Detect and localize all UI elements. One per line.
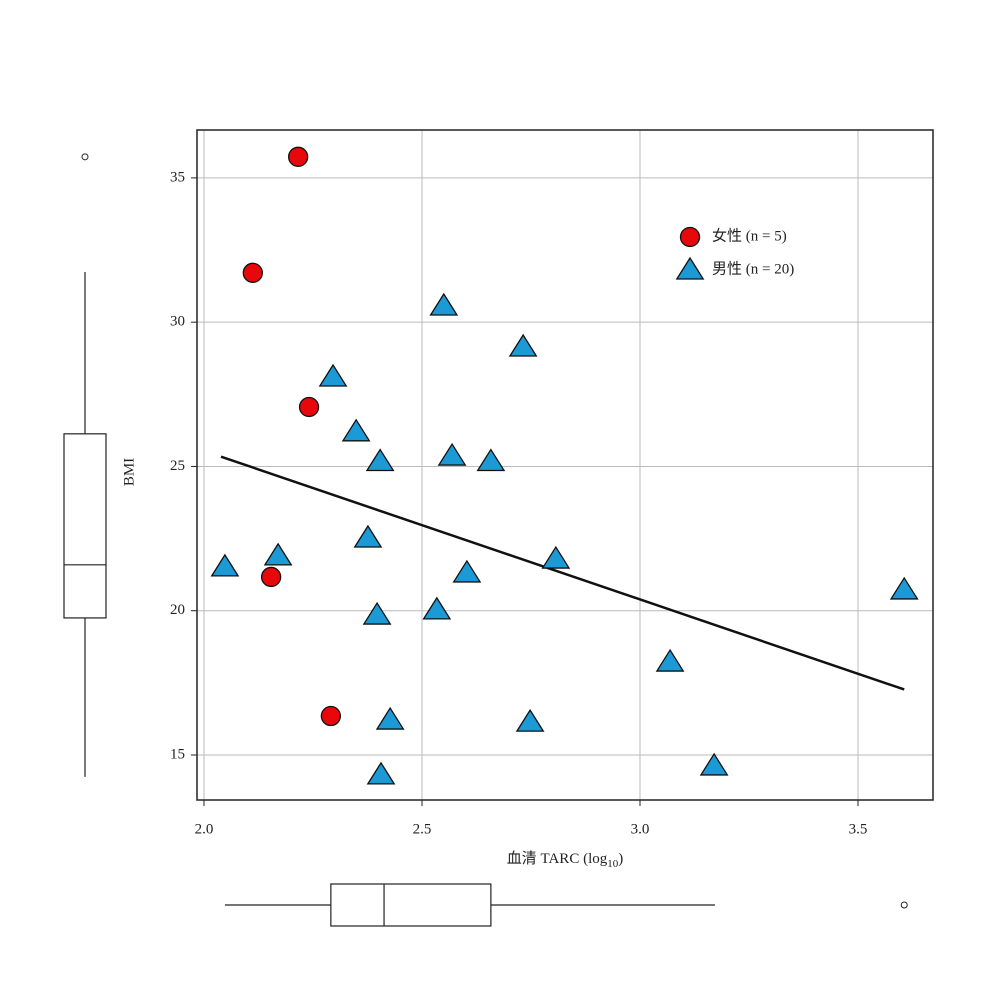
legend-label: 男性 (n = 20) [712,260,794,277]
x-axis-label-end: ) [618,851,623,867]
triangle-point [452,559,482,583]
triangle-point [210,553,240,577]
plot-frame [196,129,934,801]
x-tick-label: 2.5 [413,821,432,837]
triangle-point [353,524,383,548]
x-tick-label: 3.0 [631,821,650,837]
x-axis-label-sub: 10 [607,858,619,870]
box-outlier [900,901,908,909]
circle-point [260,566,282,588]
triangle-point [437,442,467,466]
x-axis-label-main: 血清 TARC (log [507,850,608,867]
y-tick-label: 15 [170,746,185,762]
triangle-point [476,448,506,472]
triangle-point [341,418,371,442]
legend-marker [675,256,705,280]
x-tick-label: 3.5 [849,821,868,837]
triangle-point [422,596,452,620]
triangle-point [508,333,538,357]
triangle-point [318,363,348,387]
y-tick-label: 35 [170,169,185,185]
y-tick-label: 25 [170,458,185,474]
triangle-point [699,752,729,776]
y-tick-label: 30 [170,314,185,330]
triangle-point [366,761,396,785]
fit-line [220,455,905,691]
triangle-point [515,708,545,732]
triangle-point [375,706,405,730]
triangle-point [889,576,919,600]
circle-point [298,396,320,418]
triangle-point [263,542,293,566]
y-axis-label: BMI [121,458,137,486]
x-axis-label: 血清 TARC (log10) [507,850,623,869]
triangle-point [362,601,392,625]
circle-point [288,146,309,167]
legend-label: 女性 (n = 5) [712,226,787,244]
y-tick-label: 20 [170,602,185,618]
box [63,433,107,619]
circle-point [320,705,342,727]
legend-marker [679,226,701,248]
box-outlier [81,153,89,161]
triangle-point [365,448,395,472]
circle-point [242,262,263,283]
triangle-point [655,648,685,672]
triangle-point [429,292,459,316]
triangle-point [541,545,571,569]
box [330,883,492,927]
x-tick-label: 2.0 [195,821,214,837]
